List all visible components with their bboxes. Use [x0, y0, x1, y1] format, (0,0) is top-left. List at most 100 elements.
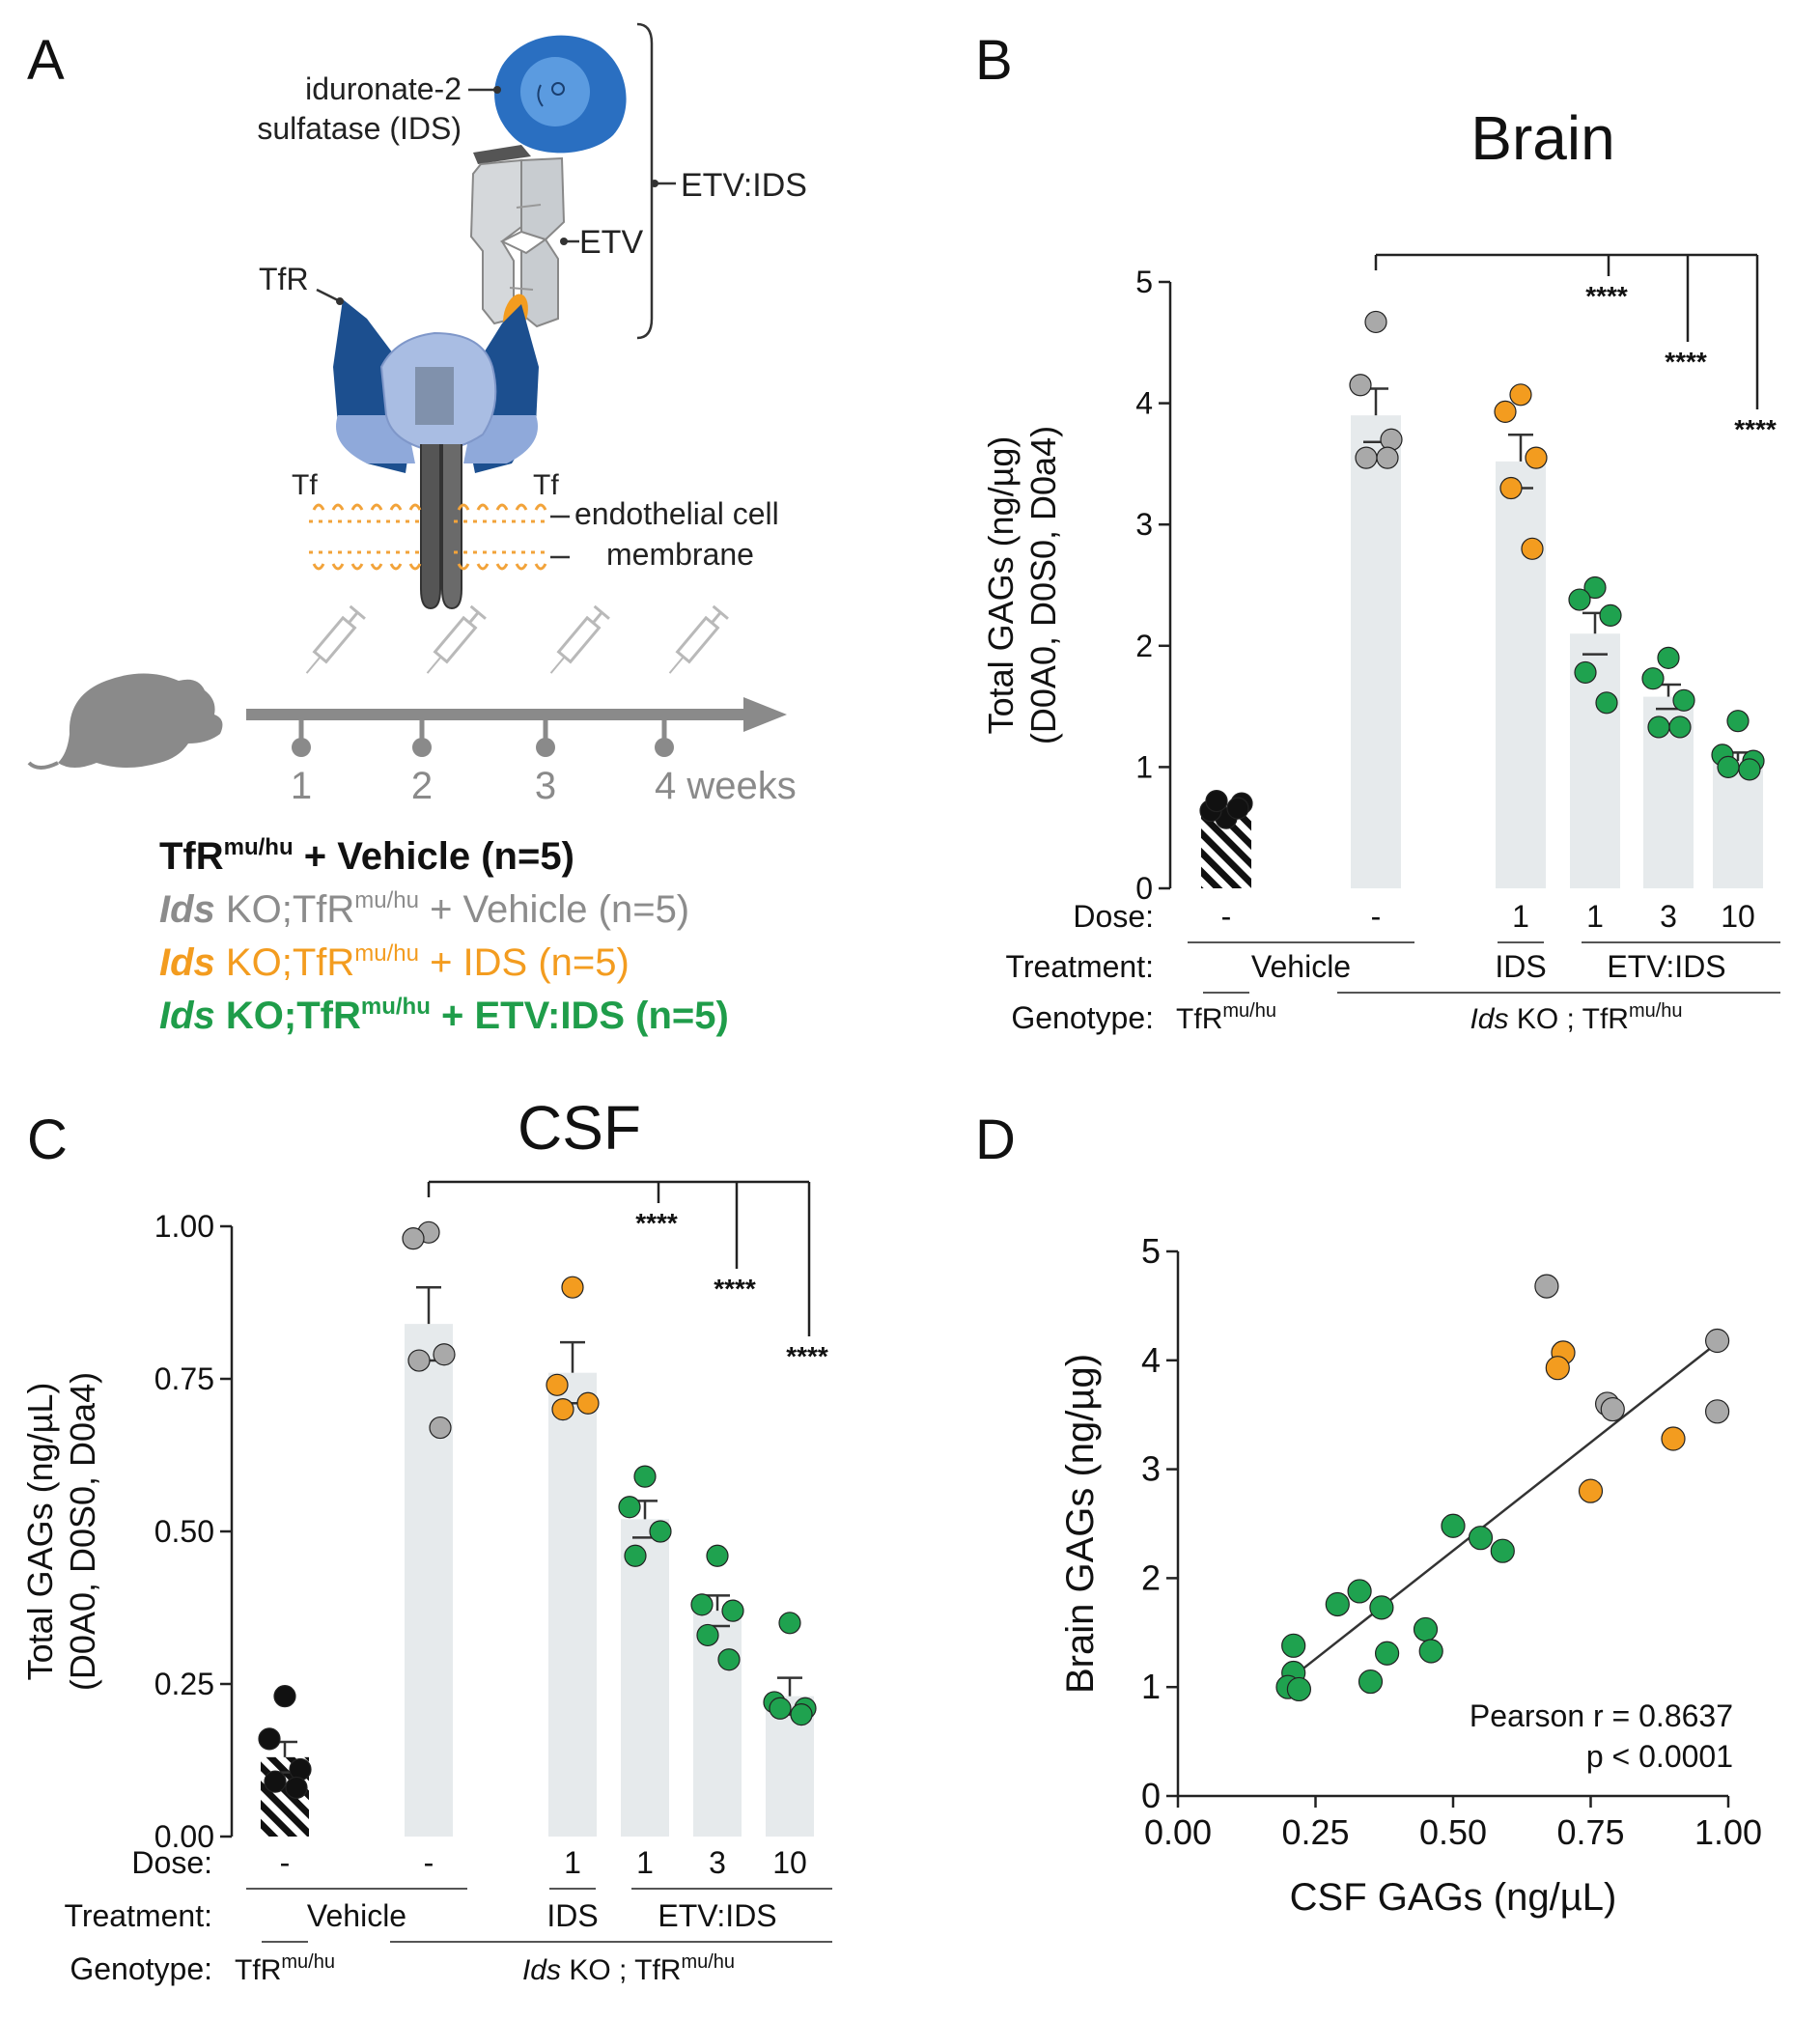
data-point: [1369, 1595, 1394, 1620]
syringe-icon: [426, 604, 487, 674]
membrane-label-line2: membrane: [606, 537, 754, 572]
data-point: [1726, 710, 1750, 733]
y-tick-label: 1.00: [154, 1209, 214, 1244]
y-tick-label: 0.00: [154, 1819, 214, 1854]
data-point: [1364, 310, 1387, 334]
syringe-icon: [305, 604, 366, 674]
syringe-icon: [668, 604, 729, 674]
ids-label-line2: sulfatase (IDS): [257, 111, 462, 146]
data-point: [1380, 428, 1403, 451]
data-point: [402, 1227, 425, 1250]
data-point: [1413, 1616, 1439, 1642]
legend-italic: Ids: [159, 941, 215, 984]
data-point: [769, 1697, 792, 1720]
legend-entry: Ids KO;TfRmu/hu + Vehicle (n=5): [159, 887, 689, 931]
syringe-plunger: [592, 611, 603, 624]
x-tick-label: 0.75: [1556, 1812, 1624, 1852]
y-tick-label: 0: [1135, 871, 1153, 906]
y-axis-label: Total GAGs (ng/µL): [20, 1383, 60, 1681]
syringe-handle: [469, 604, 487, 620]
dose-value: 1: [636, 1845, 654, 1880]
syringe-handle: [712, 604, 729, 620]
p-value-annotation: p < 0.0001: [1586, 1739, 1733, 1774]
mouse-icon: [58, 673, 223, 768]
etv-fragment-icon: [469, 156, 566, 336]
bar-group: [763, 1612, 817, 1837]
data-point: [1374, 1641, 1400, 1666]
data-point: [258, 1727, 281, 1751]
dosing-timeline: 1 2 3 4 weeks: [246, 604, 797, 807]
significance-stars: ****: [1665, 347, 1707, 377]
syringe-barrel: [675, 615, 720, 664]
legend-text: + IDS (n=5): [419, 941, 630, 984]
data-point: [1358, 1669, 1384, 1695]
data-point: [1641, 667, 1665, 690]
data-point: [289, 1757, 312, 1782]
legend-sup: mu/hu: [361, 994, 431, 1020]
legend-text: + ETV:IDS (n=5): [431, 995, 729, 1037]
legend-text: KO;TfR: [215, 888, 354, 931]
dose-row-label: Dose:: [1073, 899, 1154, 934]
bar-group: [258, 1685, 312, 1837]
y-axis-label: Brain GAGs (ng/µg): [1059, 1354, 1102, 1694]
bar: [548, 1372, 597, 1837]
data-point: [1205, 789, 1228, 813]
syringe-needle: [426, 656, 442, 674]
data-point: [696, 1623, 719, 1647]
treatment-row-label: Treatment:: [64, 1898, 212, 1933]
tfr-label: TfR: [259, 262, 309, 296]
data-point: [576, 1391, 600, 1415]
y-tick-label: 4: [1141, 1340, 1161, 1380]
data-point: [706, 1544, 729, 1567]
dose-value: 1: [1586, 899, 1604, 934]
bar-group: [1349, 310, 1403, 888]
bar-group: [402, 1220, 456, 1837]
dose-value: 1: [1512, 899, 1529, 934]
treatment-ids: IDS: [1495, 949, 1546, 984]
data-point: [1226, 797, 1249, 820]
genotype-sup: mu/hu: [681, 1951, 735, 1973]
data-point: [264, 1770, 287, 1793]
data-point: [1672, 688, 1695, 712]
syringe-barrel: [312, 615, 357, 664]
dose-row-label: Dose:: [131, 1845, 212, 1880]
y-tick-label: 1: [1135, 749, 1153, 784]
data-point: [407, 1349, 431, 1372]
legend-italic: Ids: [159, 995, 215, 1037]
data-point: [1525, 446, 1548, 469]
etv-ids-label: ETV:IDS: [681, 167, 807, 204]
timeline-label-week: 2: [411, 765, 433, 807]
data-point: [1349, 374, 1372, 397]
y-axis-label: (D0A0, D0S0, D0a4): [1023, 426, 1063, 744]
genotype-sup: mu/hu: [1629, 1000, 1683, 1022]
treatment-ids: IDS: [546, 1898, 598, 1933]
bar-group: [546, 1276, 600, 1837]
y-tick-label: 0.25: [154, 1667, 214, 1701]
tf-label-left: Tf: [292, 469, 318, 501]
syringe-needle: [549, 656, 566, 674]
group-legend: TfRmu/hu + Vehicle (n=5)Ids KO;TfRmu/hu …: [159, 834, 729, 1037]
bar: [621, 1519, 669, 1837]
data-point: [546, 1373, 569, 1396]
data-point: [1418, 1639, 1443, 1664]
timeline-dot: [412, 738, 432, 757]
genotype-text: TfR: [235, 1954, 281, 1986]
syringe-barrel: [556, 615, 602, 664]
chart-title: Brain: [1470, 103, 1614, 173]
bar-group: [1568, 575, 1622, 888]
significance-stars: ****: [635, 1208, 678, 1238]
data-point: [433, 1343, 456, 1366]
data-point: [1494, 400, 1517, 423]
significance-stars: ****: [786, 1341, 828, 1371]
dose-value: 3: [1660, 899, 1677, 934]
data-point: [1600, 1396, 1625, 1422]
dose-value: -: [424, 1845, 434, 1880]
panel-label-c: C: [27, 1108, 68, 1171]
syringe-plunger: [711, 611, 722, 624]
y-axis-label-group: Total GAGs (ng/µL) (D0A0, D0S0, D0a4): [20, 1372, 102, 1691]
genotype-sup: mu/hu: [1222, 1000, 1276, 1022]
data-point: [1490, 1538, 1515, 1563]
linker-icon: [473, 145, 531, 164]
x-tick-label: 1.00: [1694, 1812, 1762, 1852]
data-point: [1534, 1274, 1559, 1299]
